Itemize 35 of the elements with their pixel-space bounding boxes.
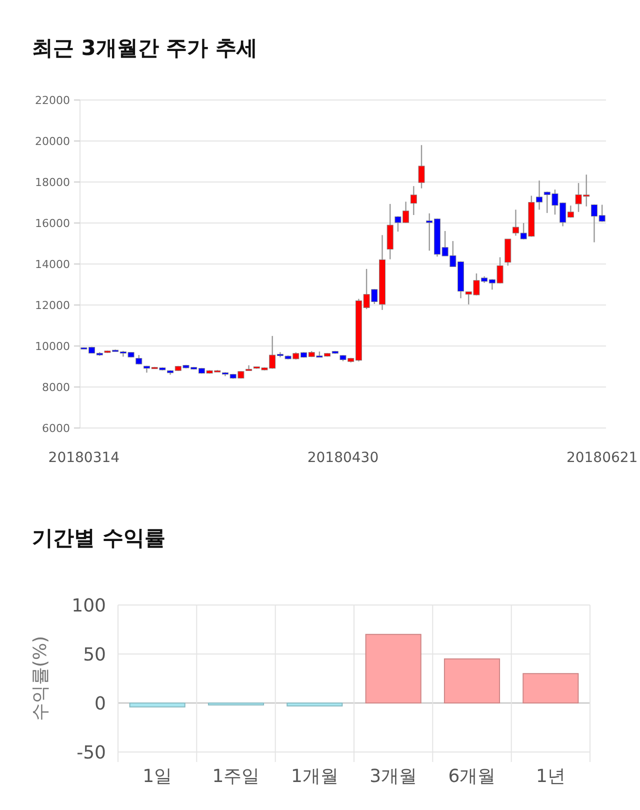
x-tick-label: 1년 bbox=[536, 766, 566, 787]
bar bbox=[286, 702, 343, 706]
y-tick-label: 0 bbox=[94, 693, 106, 714]
x-tick-label: 20180621 bbox=[566, 450, 638, 466]
candlestick bbox=[246, 364, 252, 371]
bar bbox=[365, 634, 422, 704]
candlestick bbox=[136, 354, 142, 366]
bar bbox=[522, 673, 579, 704]
x-tick-label: 1일 bbox=[142, 766, 172, 787]
y-axis-title: 수익률(%) bbox=[30, 636, 51, 722]
bar bbox=[129, 702, 186, 708]
x-tick-label: 20180430 bbox=[307, 450, 379, 466]
chart-title: 기간별 수익률 bbox=[32, 526, 166, 550]
chart-title: 최근 3개월간 주가 추세 bbox=[32, 36, 258, 60]
y-tick-label: -50 bbox=[76, 742, 106, 764]
y-tick-label: 18000 bbox=[35, 176, 70, 189]
y-tick-label: 6000 bbox=[42, 422, 70, 435]
y-tick-label: 50 bbox=[83, 644, 106, 666]
y-tick-label: 8000 bbox=[42, 380, 70, 394]
y-tick-label: 100 bbox=[72, 595, 106, 616]
candlestick bbox=[410, 186, 417, 216]
x-tick-label: 1주일 bbox=[212, 766, 260, 787]
bar bbox=[444, 658, 500, 704]
x-tick-label: 20180314 bbox=[48, 450, 120, 466]
y-tick-label: 12000 bbox=[35, 298, 70, 312]
x-tick-label: 6개월 bbox=[448, 766, 496, 787]
y-tick-label: 20000 bbox=[35, 134, 70, 148]
candlestick bbox=[504, 238, 512, 266]
y-tick-label: 22000 bbox=[35, 94, 70, 107]
x-tick-label: 3개월 bbox=[370, 766, 418, 787]
y-tick-label: 10000 bbox=[35, 340, 70, 353]
y-tick-label: 16000 bbox=[35, 216, 70, 230]
y-tick-label: 14000 bbox=[35, 258, 70, 271]
candlestick bbox=[418, 144, 425, 189]
x-tick-label: 1개월 bbox=[290, 766, 338, 787]
